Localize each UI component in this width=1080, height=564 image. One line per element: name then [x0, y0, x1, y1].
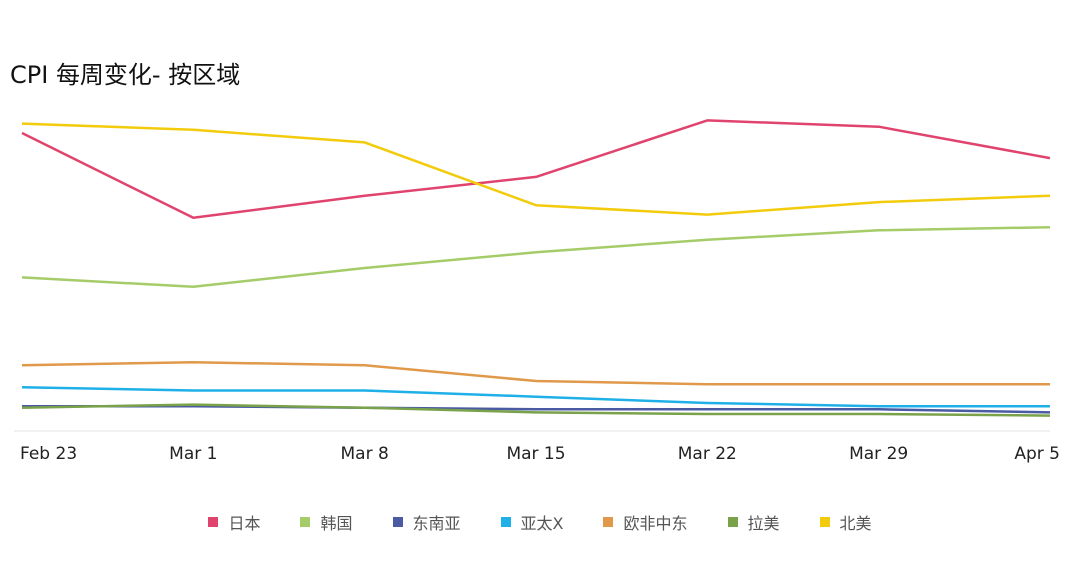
- x-axis-tick-labels: Feb 23 Mar 1 Mar 8 Mar 15 Mar 22 Mar 29 Apr 5: [20, 444, 1060, 464]
- series-line-4: [21, 360, 1050, 386]
- legend-swatch: [500, 517, 511, 527]
- legend-item[interactable]: 拉美: [727, 510, 780, 534]
- legend-swatch: [819, 517, 830, 527]
- series-line-5: [21, 403, 1051, 417]
- legend-swatch: [208, 517, 219, 527]
- series-lines: [21, 119, 1051, 417]
- legend-item[interactable]: 韩国: [300, 510, 353, 534]
- legend-label: 东南亚: [412, 514, 461, 533]
- legend-item[interactable]: 亚太X: [500, 510, 564, 534]
- x-tick-label: Mar 29: [849, 444, 908, 464]
- legend-label: 拉美: [747, 514, 780, 533]
- legend-label: 北美: [839, 514, 872, 533]
- legend-label: 日本: [228, 514, 261, 533]
- series-line-0: [21, 119, 1051, 220]
- x-tick-label: Mar 22: [678, 444, 737, 464]
- legend-swatch: [392, 517, 403, 527]
- legend-swatch: [603, 517, 614, 527]
- legend-item[interactable]: 东南亚: [392, 510, 461, 534]
- x-tick-label: Apr 5: [1014, 444, 1060, 464]
- line-chart: Feb 23 Mar 1 Mar 8 Mar 15 Mar 22 Mar 29 Apr 5: [14, 119, 1060, 464]
- x-tick-label: Mar 8: [341, 444, 389, 464]
- legend-item[interactable]: 北美: [819, 510, 872, 534]
- x-tick-label: Feb 23: [20, 444, 77, 464]
- series-line-6: [21, 122, 1051, 216]
- legend-label: 欧非中东: [623, 514, 688, 533]
- legend-label: 亚太X: [520, 514, 564, 533]
- series-line-3: [21, 386, 1050, 408]
- legend-item[interactable]: 日本: [208, 510, 260, 534]
- legend-swatch: [727, 517, 738, 527]
- legend-swatch: [300, 517, 311, 527]
- chart-title: CPI 每周变化- 按区域: [10, 61, 241, 89]
- legend-label: 韩国: [320, 514, 353, 533]
- legend-item[interactable]: 欧非中东: [603, 510, 688, 534]
- series-line-1: [21, 225, 1051, 289]
- x-tick-label: Mar 15: [506, 444, 565, 464]
- x-tick-label: Mar 1: [169, 444, 217, 464]
- legend: 日本 韩国 东南亚 亚太X 欧非中东 拉美 北美: [0, 510, 1080, 534]
- series-line-2: [22, 404, 1051, 414]
